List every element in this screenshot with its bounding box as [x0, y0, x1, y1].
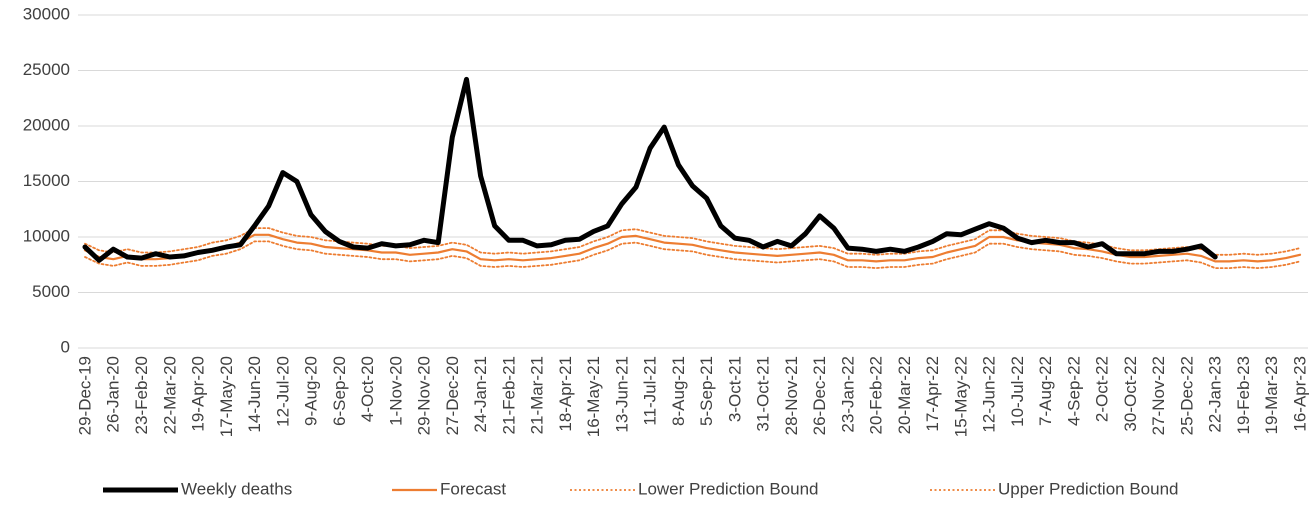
- legend-label: Forecast: [440, 479, 506, 498]
- x-tick-label: 19-Mar-23: [1262, 356, 1281, 434]
- x-tick-label: 26-Jan-20: [104, 356, 123, 433]
- x-tick-label: 27-Nov-22: [1149, 356, 1168, 435]
- x-tick-label: 22-Mar-20: [160, 356, 179, 434]
- x-tick-label: 23-Jan-22: [838, 356, 857, 433]
- x-tick-label: 22-Jan-23: [1206, 356, 1225, 433]
- legend-label: Upper Prediction Bound: [998, 479, 1179, 498]
- x-tick-label: 20-Mar-22: [895, 356, 914, 434]
- x-tick-label: 21-Mar-21: [528, 356, 547, 434]
- x-tick-label: 17-May-20: [217, 356, 236, 437]
- y-tick-label: 15000: [23, 171, 70, 190]
- x-tick-label: 24-Jan-21: [471, 356, 490, 433]
- x-tick-label: 21-Feb-21: [499, 356, 518, 434]
- x-tick-label: 19-Feb-23: [1234, 356, 1253, 434]
- x-tick-label: 4-Sep-22: [1064, 356, 1083, 426]
- x-tick-label: 8-Aug-21: [669, 356, 688, 426]
- x-tick-label: 7-Aug-22: [1036, 356, 1055, 426]
- x-tick-label: 29-Nov-20: [415, 356, 434, 435]
- x-tick-label: 10-Jul-22: [1008, 356, 1027, 427]
- x-tick-label: 6-Sep-20: [330, 356, 349, 426]
- x-tick-label: 15-May-22: [951, 356, 970, 437]
- x-tick-label: 28-Nov-21: [782, 356, 801, 435]
- series-line: [82, 76, 1218, 263]
- x-tick-label: 16-Apr-23: [1290, 356, 1309, 432]
- x-tick-label: 16-May-21: [584, 356, 603, 437]
- x-tick-label: 13-Jun-21: [612, 356, 631, 433]
- x-tick-label: 14-Jun-20: [245, 356, 264, 433]
- y-tick-label: 0: [61, 337, 70, 356]
- x-tick-label: 5-Sep-21: [697, 356, 716, 426]
- legend-label: Weekly deaths: [181, 479, 292, 498]
- x-tick-label: 20-Feb-22: [867, 356, 886, 434]
- x-tick-label: 4-Oct-20: [358, 356, 377, 422]
- x-tick-label: 19-Apr-20: [189, 356, 208, 432]
- series-line: [83, 233, 1302, 263]
- x-tick-label: 3-Oct-21: [725, 356, 744, 422]
- x-tick-label: 27-Dec-20: [443, 356, 462, 435]
- x-tick-label: 12-Jun-22: [980, 356, 999, 433]
- x-tick-label: 31-Oct-21: [754, 356, 773, 432]
- x-tick-label: 30-Oct-22: [1121, 356, 1140, 432]
- y-tick-label: 5000: [32, 282, 70, 301]
- y-tick-label: 30000: [23, 4, 70, 23]
- x-tick-label: 17-Apr-22: [923, 356, 942, 432]
- x-tick-label: 26-Dec-21: [810, 356, 829, 435]
- x-tick-label: 18-Apr-21: [556, 356, 575, 432]
- y-tick-label: 10000: [23, 226, 70, 245]
- y-tick-label: 20000: [23, 115, 70, 134]
- x-tick-label: 11-Jul-21: [641, 356, 660, 426]
- x-tick-label: 9-Aug-20: [302, 356, 321, 426]
- x-tick-label: 2-Oct-22: [1093, 356, 1112, 422]
- x-tick-label: 29-Dec-19: [75, 356, 94, 435]
- series-line: [84, 240, 1301, 269]
- x-tick-label: 25-Dec-22: [1177, 356, 1196, 435]
- x-tick-label: 12-Jul-20: [273, 356, 292, 427]
- y-tick-label: 25000: [23, 60, 70, 79]
- x-tick-label: 1-Nov-20: [386, 356, 405, 426]
- legend-label: Lower Prediction Bound: [638, 479, 819, 498]
- x-tick-label: 23-Feb-20: [132, 356, 151, 434]
